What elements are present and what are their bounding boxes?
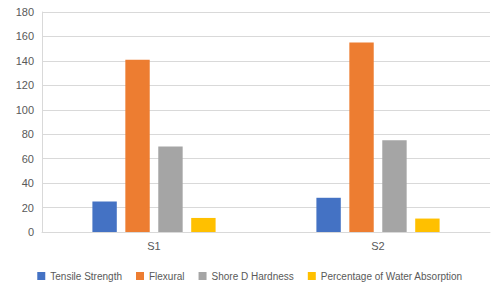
svg-text:0: 0 — [28, 226, 34, 238]
svg-text:80: 80 — [22, 128, 34, 140]
svg-text:Tensile Strength: Tensile Strength — [50, 271, 122, 282]
svg-text:60: 60 — [22, 153, 34, 165]
svg-text:20: 20 — [22, 202, 34, 214]
svg-text:160: 160 — [16, 30, 34, 42]
svg-text:140: 140 — [16, 55, 34, 67]
svg-text:40: 40 — [22, 177, 34, 189]
svg-text:Flexural: Flexural — [149, 271, 185, 282]
svg-text:S2: S2 — [371, 240, 384, 252]
svg-text:Shore D Hardness: Shore D Hardness — [212, 271, 294, 282]
svg-text:180: 180 — [16, 6, 34, 18]
svg-text:120: 120 — [16, 79, 34, 91]
svg-text:S1: S1 — [147, 240, 160, 252]
svg-text:100: 100 — [16, 104, 34, 116]
svg-text:Percentage of Water Absorption: Percentage of Water Absorption — [321, 271, 462, 282]
